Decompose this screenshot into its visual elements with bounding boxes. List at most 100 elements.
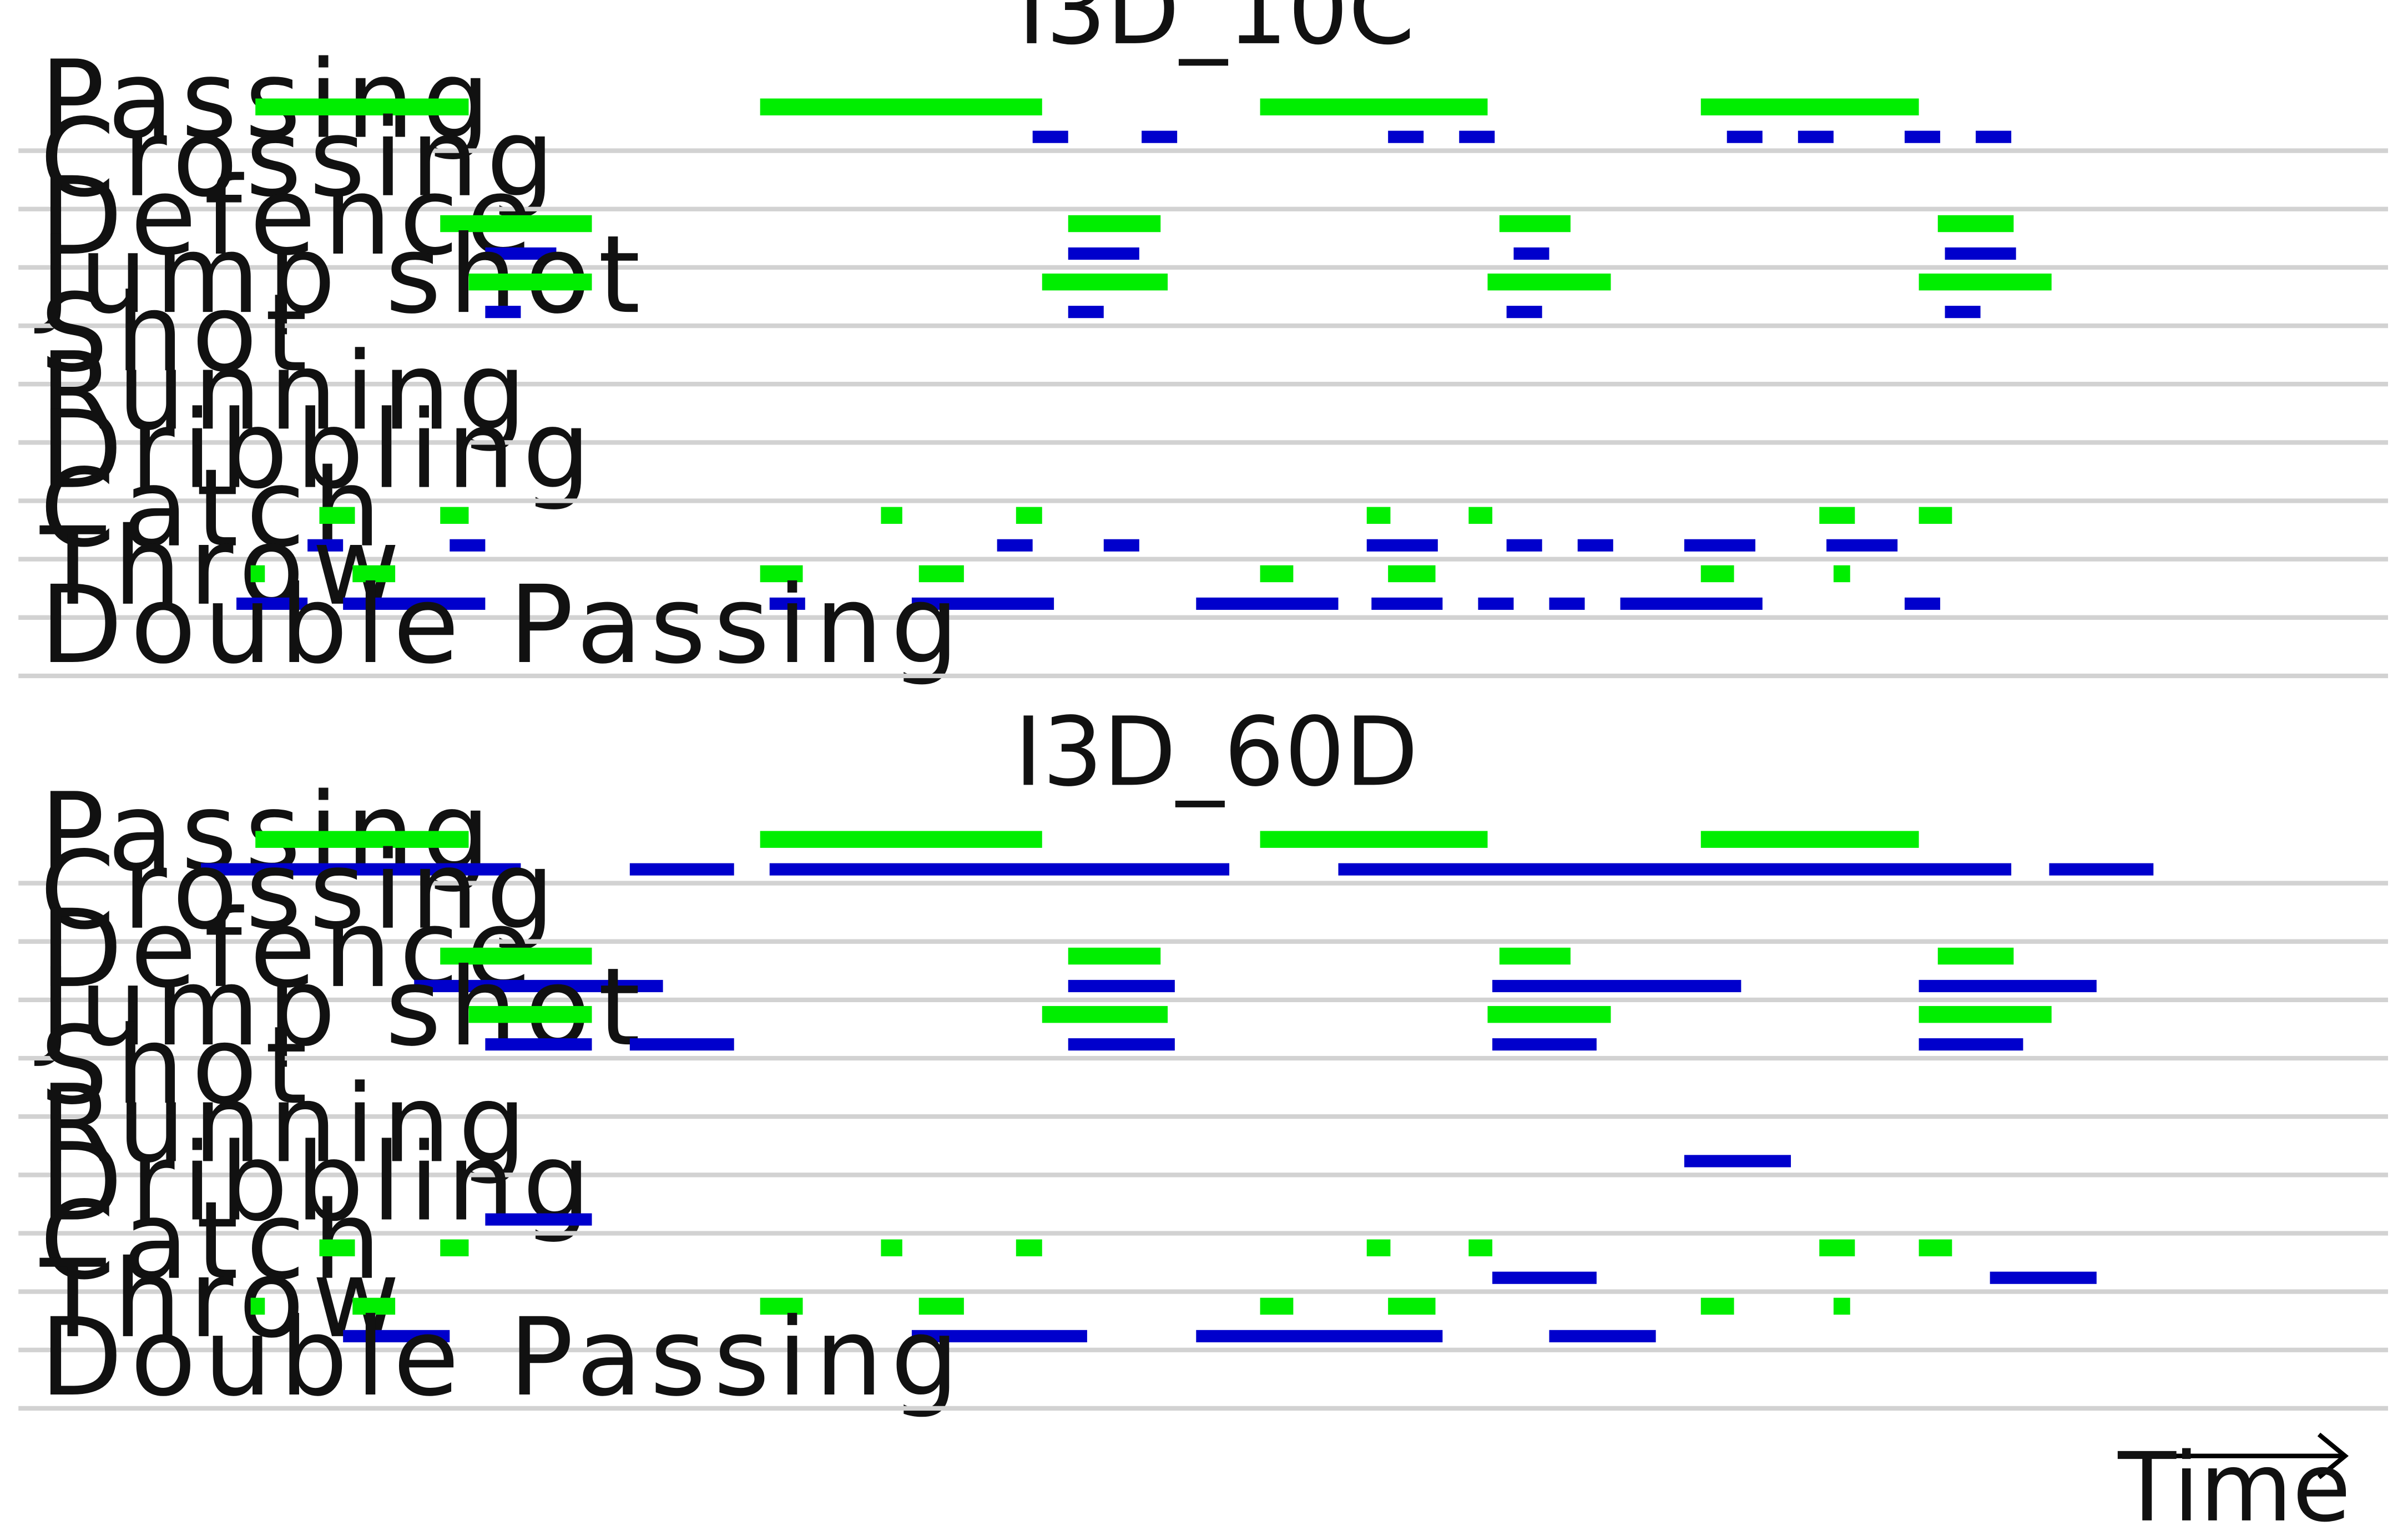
row-label-shot: Shot	[40, 1003, 315, 1128]
ground-truth-segment-throw	[1833, 1297, 1850, 1315]
time-arrow-head	[2317, 1432, 2349, 1479]
row-label-shot: Shot	[40, 270, 315, 396]
prediction-segment-catch	[1826, 539, 1898, 552]
ground-truth-segment-throw	[918, 1297, 964, 1315]
prediction-segment-defence	[1513, 247, 1549, 260]
ground-truth-segment-throw	[1700, 1297, 1734, 1315]
prediction-segment-jump-shot	[485, 1038, 592, 1051]
ground-truth-segment-defence	[440, 215, 592, 233]
prediction-segment-jump-shot	[485, 306, 521, 319]
prediction-segment-throw	[343, 1330, 450, 1342]
prediction-segment-catch	[1684, 539, 1755, 552]
ground-truth-segment-passing	[1260, 98, 1488, 115]
row-label-throw: Throw	[39, 504, 408, 629]
prediction-segment-passing	[1904, 130, 1941, 143]
ground-truth-segment-passing	[760, 831, 1042, 848]
row-label-running: Running	[40, 329, 534, 454]
ground-truth-segment-throw	[1833, 565, 1850, 583]
prediction-segment-catch	[1990, 1271, 2097, 1284]
prediction-segment-passing	[1388, 130, 1424, 143]
prediction-segment-defence	[1945, 247, 2016, 260]
ground-truth-segment-catch	[881, 507, 902, 524]
prediction-segment-defence	[1068, 979, 1175, 993]
prediction-segment-catch	[1103, 539, 1139, 552]
ground-truth-segment-passing	[255, 98, 469, 115]
ground-truth-segment-jump-shot	[468, 1006, 592, 1023]
row-label-double-passing: Double Passing	[40, 1295, 967, 1420]
prediction-segment-throw	[769, 597, 805, 610]
prediction-segment-passing	[1727, 130, 1763, 143]
ground-truth-segment-defence	[1068, 215, 1161, 233]
prediction-segment-jump-shot	[1492, 1038, 1597, 1051]
ground-truth-segment-throw	[918, 565, 964, 583]
ground-truth-segment-throw	[1260, 565, 1294, 583]
ground-truth-segment-defence	[440, 947, 592, 965]
prediction-segment-defence	[1492, 979, 1741, 993]
ground-truth-segment-catch	[1919, 1239, 1952, 1256]
ground-truth-segment-passing	[1700, 831, 1919, 848]
prediction-segment-defence	[485, 247, 557, 260]
prediction-segment-catch	[1492, 1271, 1597, 1284]
prediction-segment-throw	[1904, 597, 1941, 610]
prediction-segment-throw	[911, 597, 1054, 610]
prediction-segment-jump-shot	[1919, 1038, 2023, 1051]
prediction-segment-running	[1684, 1155, 1791, 1168]
row-label-running: Running	[40, 1061, 534, 1186]
ground-truth-segment-throw	[1388, 1297, 1436, 1315]
time-label: Time	[2117, 1433, 2351, 1536]
ground-truth-segment-catch	[440, 507, 469, 524]
prediction-segment-throw	[236, 597, 308, 610]
ground-truth-segment-jump-shot	[468, 273, 592, 291]
ground-truth-segment-jump-shot	[1487, 1006, 1611, 1023]
prediction-segment-passing	[1142, 130, 1178, 143]
ground-truth-segment-catch	[1468, 1239, 1493, 1256]
row-label-double-passing: Double Passing	[40, 562, 967, 688]
prediction-segment-defence	[1919, 979, 2097, 993]
ground-truth-segment-throw	[760, 1297, 803, 1315]
ground-truth-segment-catch	[1016, 1239, 1042, 1256]
ground-truth-segment-throw	[760, 565, 803, 583]
ground-truth-segment-throw	[352, 565, 396, 583]
prediction-segment-passing	[1798, 130, 1834, 143]
prediction-segment-throw	[1549, 597, 1585, 610]
ground-truth-segment-defence	[1937, 215, 2014, 233]
row-label-throw: Throw	[39, 1236, 408, 1362]
ground-truth-segment-catch	[1366, 507, 1391, 524]
ground-truth-segment-throw	[1388, 565, 1436, 583]
ground-truth-segment-throw	[250, 565, 265, 583]
prediction-segment-dribbling	[485, 1213, 592, 1226]
prediction-segment-passing	[1338, 863, 2012, 876]
prediction-segment-passing	[1459, 130, 1495, 143]
prediction-segment-catch	[997, 539, 1033, 552]
prediction-segment-catch	[1506, 539, 1542, 552]
ground-truth-segment-catch	[1919, 507, 1952, 524]
prediction-segment-passing	[1032, 130, 1068, 143]
ground-truth-segment-catch	[1366, 1239, 1391, 1256]
ground-truth-segment-jump-shot	[1042, 1006, 1168, 1023]
ground-truth-segment-catch	[1819, 1239, 1855, 1256]
prediction-segment-catch	[450, 539, 486, 552]
prediction-segment-catch	[307, 539, 344, 552]
prediction-segment-passing	[1976, 130, 2012, 143]
ground-truth-segment-catch	[319, 1239, 355, 1256]
ground-truth-segment-defence	[1499, 947, 1571, 965]
prediction-segment-throw	[1549, 1330, 1656, 1342]
ground-truth-segment-passing	[1260, 831, 1488, 848]
prediction-segment-throw	[1196, 1330, 1443, 1342]
chart-title-i3d-60d: I3D_60D	[1014, 697, 1418, 807]
ground-truth-segment-catch	[1468, 507, 1493, 524]
prediction-segment-throw	[1478, 597, 1514, 610]
prediction-segment-passing	[769, 863, 1230, 876]
prediction-segment-throw	[343, 597, 486, 610]
prediction-segment-passing	[629, 863, 734, 876]
ground-truth-segment-throw	[1700, 565, 1734, 583]
ground-truth-segment-throw	[250, 1297, 265, 1315]
prediction-segment-defence	[1068, 247, 1139, 260]
ground-truth-segment-catch	[440, 1239, 469, 1256]
ground-truth-segment-catch	[1016, 507, 1042, 524]
row-label-crossing: Crossing	[40, 828, 562, 953]
panel-i3d-60d: I3D_60D PassingCrossingDefenceJump shotS…	[18, 697, 2389, 1420]
ground-truth-segment-catch	[881, 1239, 902, 1256]
ground-truth-segment-throw	[1260, 1297, 1294, 1315]
